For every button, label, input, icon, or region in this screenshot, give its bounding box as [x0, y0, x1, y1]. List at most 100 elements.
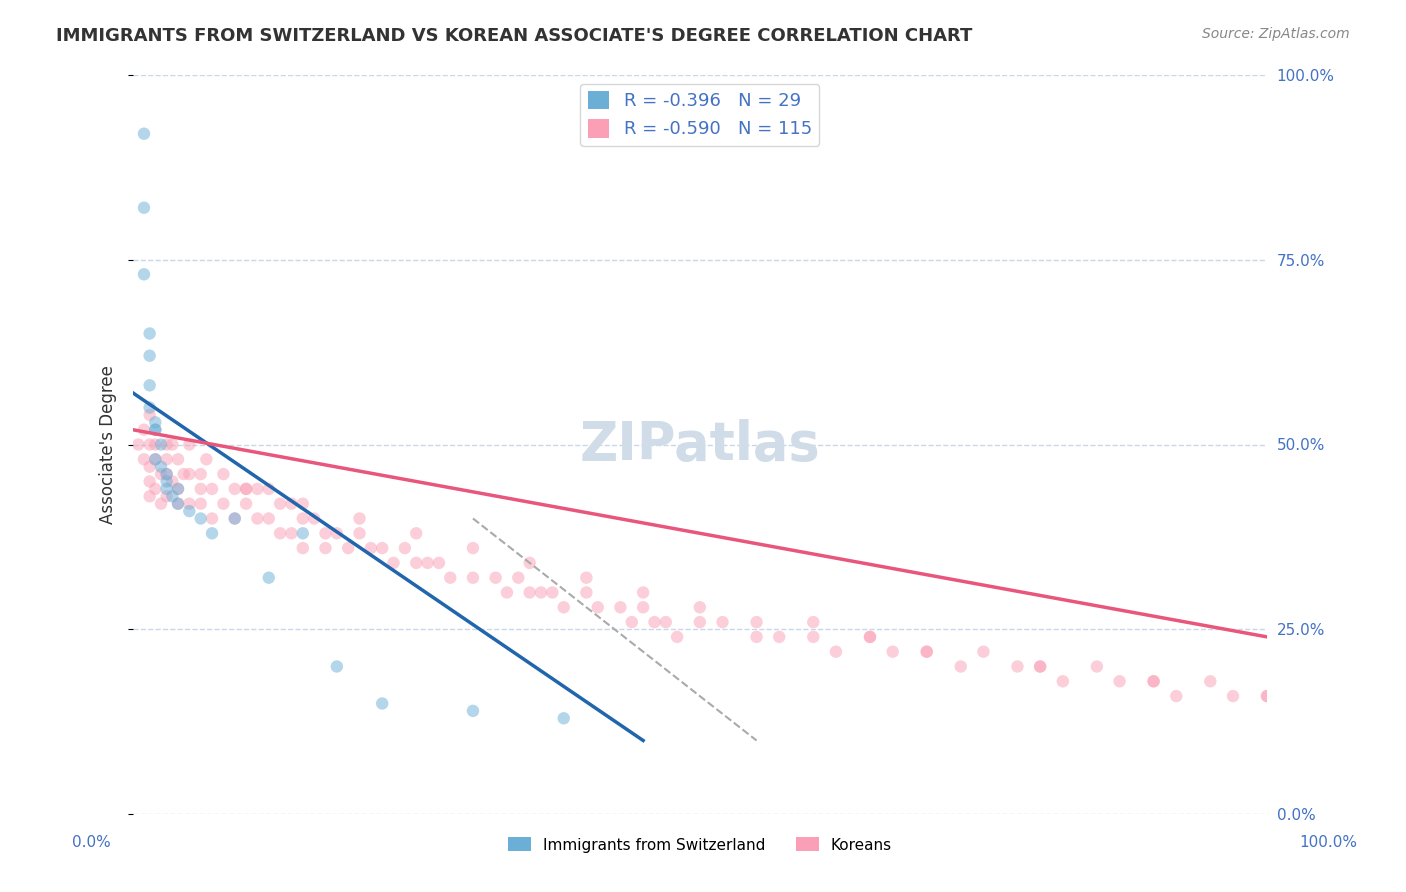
Point [127, 437, 149, 451]
Point [530, 585, 553, 599]
Point [553, 711, 575, 725]
Text: ZIPatlas: ZIPatlas [579, 418, 820, 470]
Point [150, 497, 173, 511]
Text: 0.0%: 0.0% [72, 836, 111, 850]
Point [291, 497, 314, 511]
Point [655, 615, 678, 629]
Point [156, 467, 179, 482]
Point [360, 541, 382, 555]
Point [689, 615, 711, 629]
Point [427, 556, 450, 570]
Point [257, 482, 280, 496]
Point [257, 511, 280, 525]
Point [190, 467, 212, 482]
Text: 100.0%: 100.0% [1299, 836, 1358, 850]
Point [235, 497, 257, 511]
Point [143, 482, 166, 496]
Point [156, 437, 179, 451]
Point [1142, 674, 1164, 689]
Point [143, 415, 166, 429]
Point [257, 571, 280, 585]
Point [620, 615, 643, 629]
Point [201, 511, 224, 525]
Point [519, 556, 541, 570]
Point [1029, 659, 1052, 673]
Point [439, 571, 461, 585]
Point [859, 630, 882, 644]
Point [711, 615, 734, 629]
Point [167, 497, 190, 511]
Point [138, 459, 160, 474]
Point [609, 600, 631, 615]
Point [224, 482, 246, 496]
Point [882, 645, 904, 659]
Point [132, 127, 155, 141]
Point [173, 467, 195, 482]
Point [179, 497, 201, 511]
Point [643, 615, 665, 629]
Point [508, 571, 530, 585]
Point [326, 659, 349, 673]
Point [405, 526, 427, 541]
Point [156, 482, 179, 496]
Point [150, 459, 173, 474]
Point [246, 482, 269, 496]
Point [138, 326, 160, 341]
Point [132, 201, 155, 215]
Point [143, 437, 166, 451]
Point [314, 541, 336, 555]
Point [586, 600, 609, 615]
Point [224, 511, 246, 525]
Point [768, 630, 790, 644]
Point [485, 571, 508, 585]
Point [496, 585, 519, 599]
Point [553, 600, 575, 615]
Point [138, 408, 160, 422]
Point [138, 401, 160, 415]
Point [575, 571, 598, 585]
Point [745, 630, 768, 644]
Point [280, 526, 302, 541]
Point [167, 497, 190, 511]
Point [179, 467, 201, 482]
Point [212, 467, 235, 482]
Point [291, 511, 314, 525]
Point [167, 482, 190, 496]
Point [1108, 674, 1130, 689]
Y-axis label: Associate's Degree: Associate's Degree [100, 365, 117, 524]
Point [1199, 674, 1222, 689]
Point [801, 615, 824, 629]
Point [162, 437, 184, 451]
Point [224, 511, 246, 525]
Point [212, 497, 235, 511]
Point [1029, 659, 1052, 673]
Point [915, 645, 938, 659]
Point [143, 452, 166, 467]
Point [291, 541, 314, 555]
Point [190, 511, 212, 525]
Text: Source: ZipAtlas.com: Source: ZipAtlas.com [1202, 27, 1350, 41]
Point [666, 630, 689, 644]
Point [138, 475, 160, 489]
Point [179, 504, 201, 518]
Point [1166, 689, 1188, 703]
Point [337, 541, 360, 555]
Point [162, 489, 184, 503]
Point [1052, 674, 1074, 689]
Point [143, 423, 166, 437]
Point [461, 541, 484, 555]
Point [167, 452, 190, 467]
Point [179, 437, 201, 451]
Point [801, 630, 824, 644]
Point [1256, 689, 1278, 703]
Point [416, 556, 439, 570]
Point [291, 526, 314, 541]
Point [631, 585, 654, 599]
Point [201, 526, 224, 541]
Point [269, 526, 291, 541]
Point [269, 497, 291, 511]
Legend: R = -0.396   N = 29, R = -0.590   N = 115: R = -0.396 N = 29, R = -0.590 N = 115 [581, 84, 820, 145]
Point [825, 645, 848, 659]
Point [1007, 659, 1029, 673]
Point [235, 482, 257, 496]
